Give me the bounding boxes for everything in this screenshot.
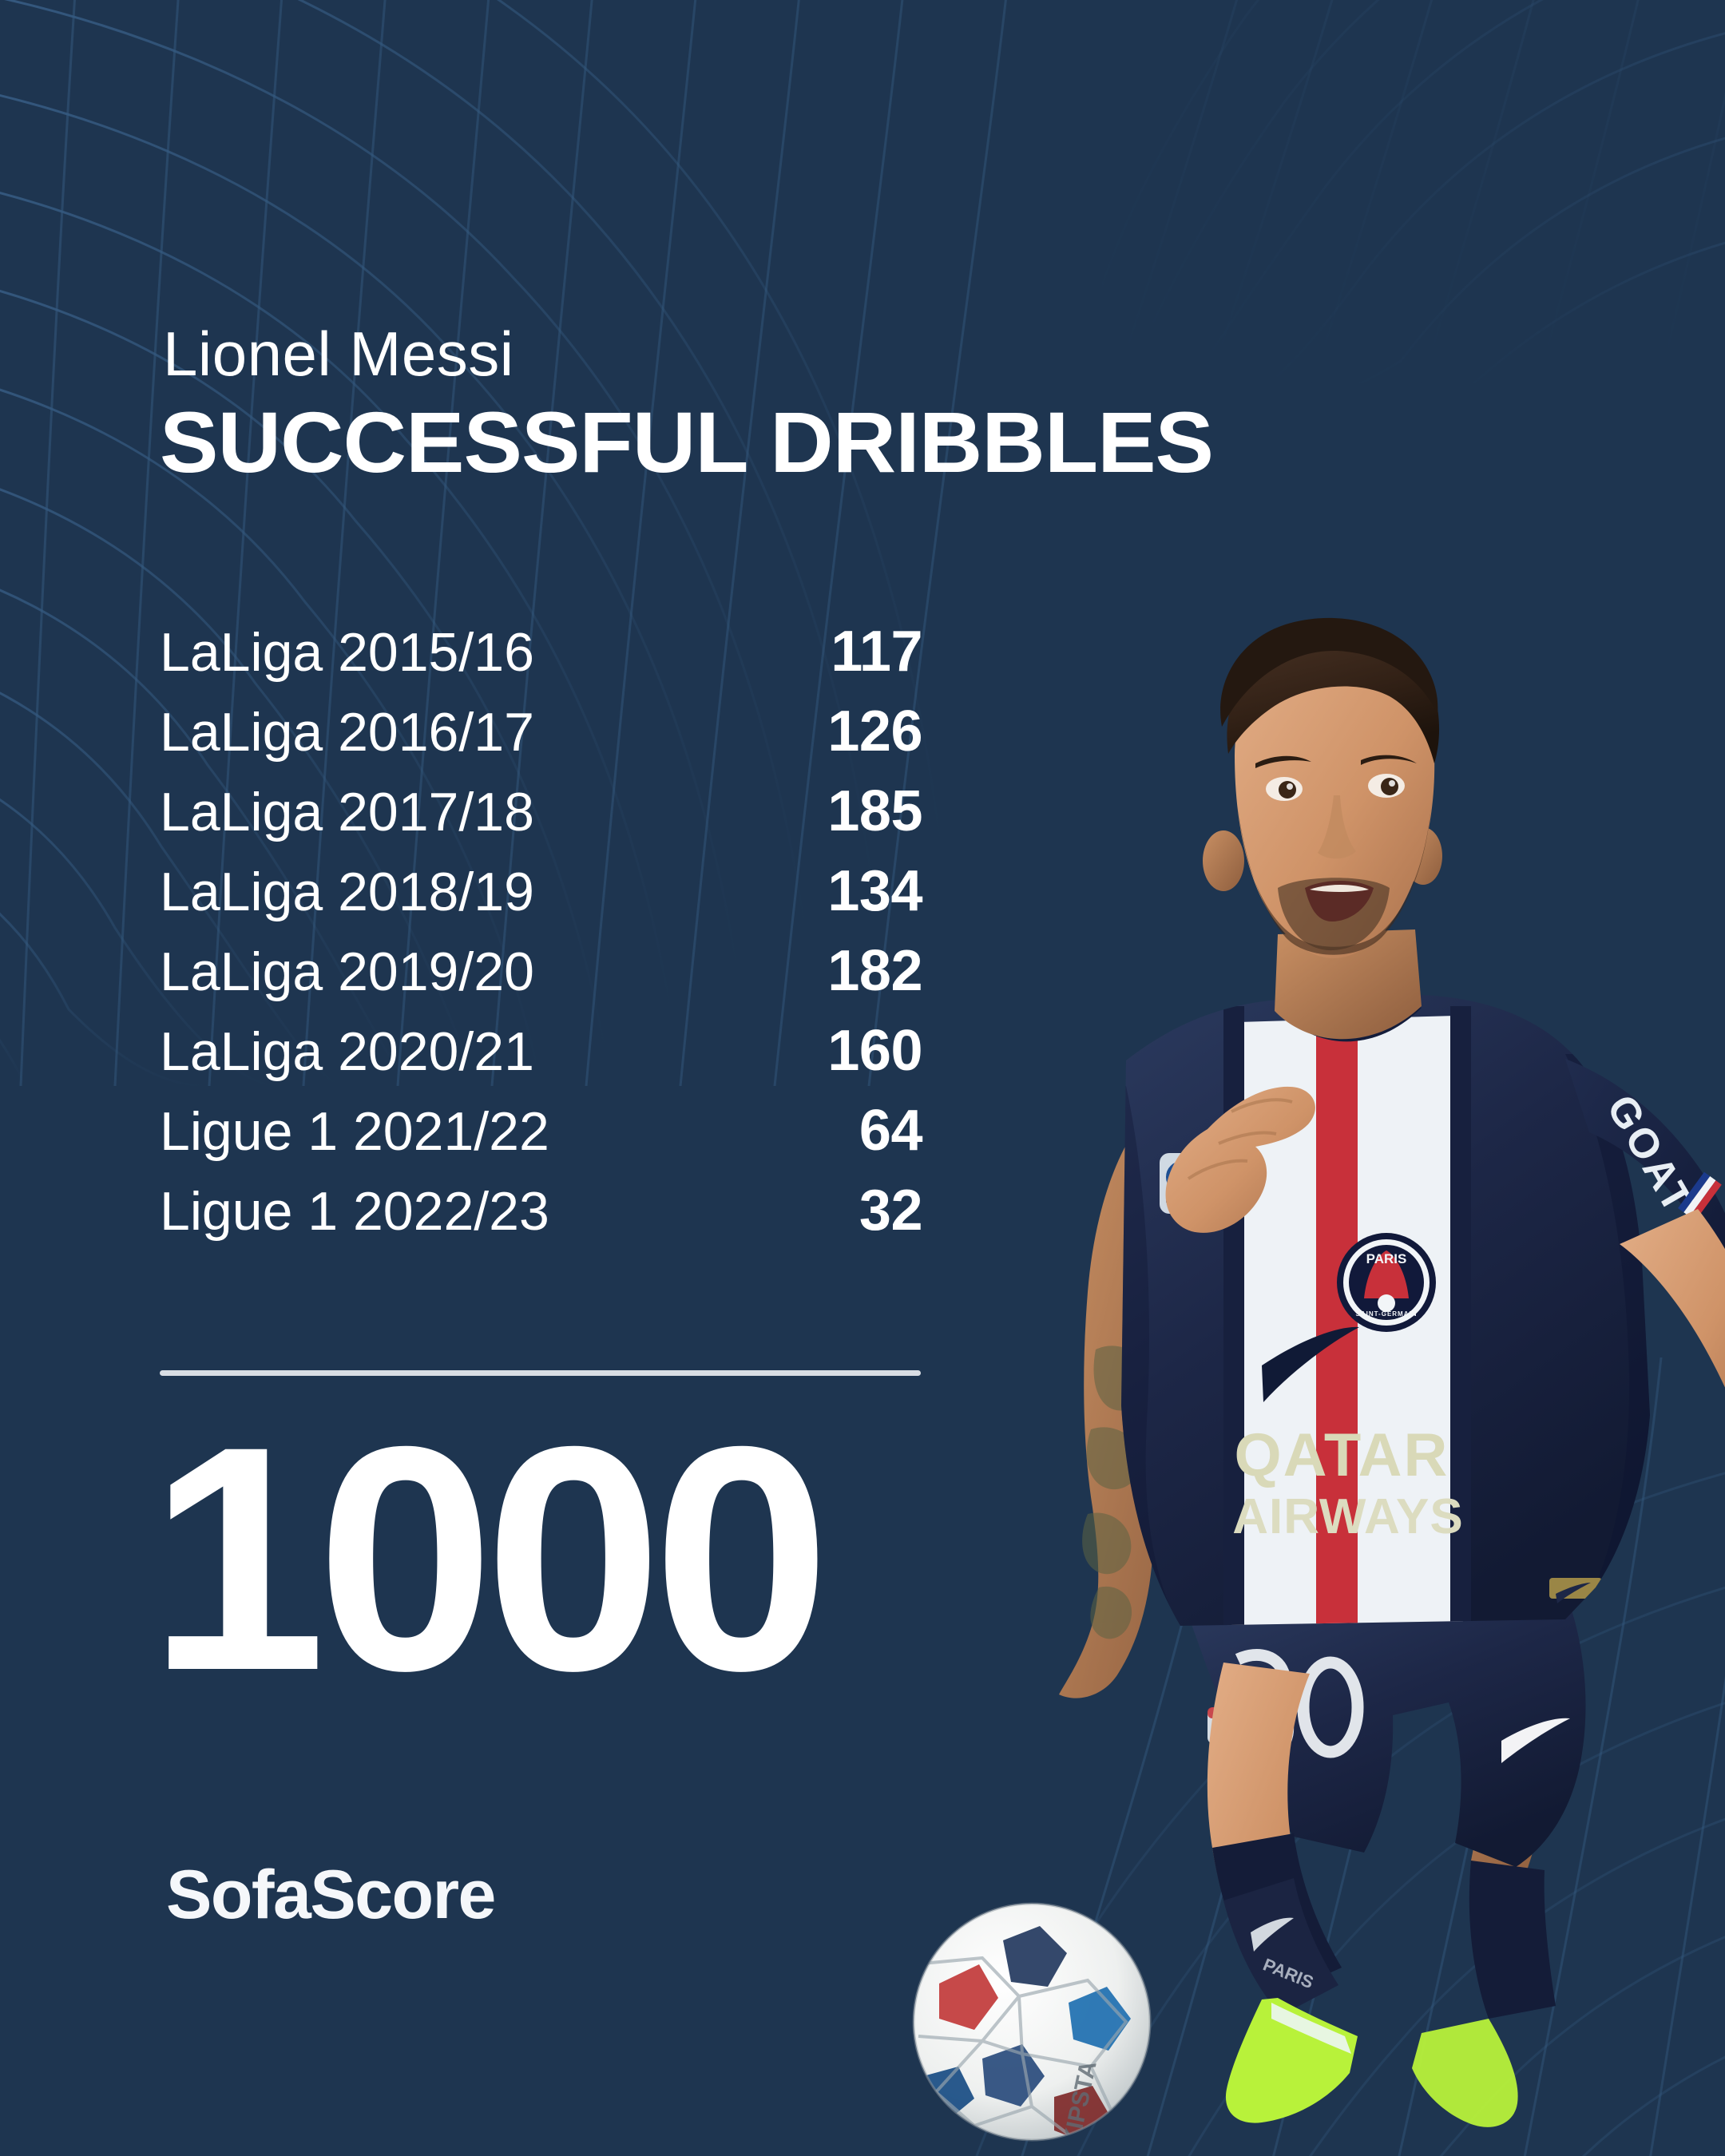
stat-value: 134 — [827, 859, 922, 923]
table-row: LaLiga 2020/21 160 — [160, 1022, 922, 1102]
stat-value: 185 — [827, 779, 922, 843]
table-row: LaLiga 2018/19 134 — [160, 862, 922, 942]
stat-value: 117 — [831, 620, 922, 684]
svg-text:AIRWAYS: AIRWAYS — [1232, 1489, 1464, 1544]
stat-label: Ligue 1 2021/22 — [160, 1101, 549, 1162]
stat-value: 182 — [827, 939, 922, 1003]
table-row: Ligue 1 2022/23 32 — [160, 1179, 923, 1262]
stat-value: 32 — [859, 1179, 923, 1242]
svg-text:QATAR: QATAR — [1235, 1421, 1449, 1489]
table-row: Ligue 1 2021/22 64 — [160, 1099, 923, 1182]
table-row: LaLiga 2019/20 182 — [160, 942, 922, 1022]
svg-text:SAINT-GERMAIN: SAINT-GERMAIN — [1356, 1310, 1418, 1318]
stat-label: LaLiga 2017/18 — [160, 782, 534, 842]
stat-label: LaLiga 2016/17 — [160, 702, 534, 763]
svg-text:PARIS: PARIS — [1366, 1251, 1407, 1266]
player-name: Lionel Messi — [163, 319, 514, 389]
page-title: SUCCESSFUL DRIBBLES — [160, 394, 1214, 490]
stat-label: LaLiga 2018/19 — [160, 862, 534, 922]
stats-table: LaLiga 2015/16 117 LaLiga 2016/17 126 La… — [160, 623, 923, 1262]
player-photo-messi: PARIS KIPSTA — [912, 617, 1725, 2142]
total-divider — [160, 1370, 921, 1376]
stat-value: 126 — [827, 700, 922, 763]
table-row: LaLiga 2016/17 126 — [160, 703, 922, 783]
stat-label: LaLiga 2020/21 — [160, 1021, 534, 1082]
table-row: LaLiga 2017/18 185 — [160, 783, 922, 862]
stat-value: 160 — [827, 1019, 922, 1083]
table-row: LaLiga 2015/16 117 — [160, 623, 922, 703]
sofascore-logo: SofaScore — [166, 1857, 496, 1933]
stat-value: 64 — [859, 1099, 923, 1163]
total-value: 1000 — [149, 1380, 831, 1737]
stat-label: Ligue 1 2022/23 — [160, 1181, 549, 1242]
stat-label: LaLiga 2019/20 — [160, 941, 534, 1002]
stat-label: LaLiga 2015/16 — [160, 622, 534, 683]
